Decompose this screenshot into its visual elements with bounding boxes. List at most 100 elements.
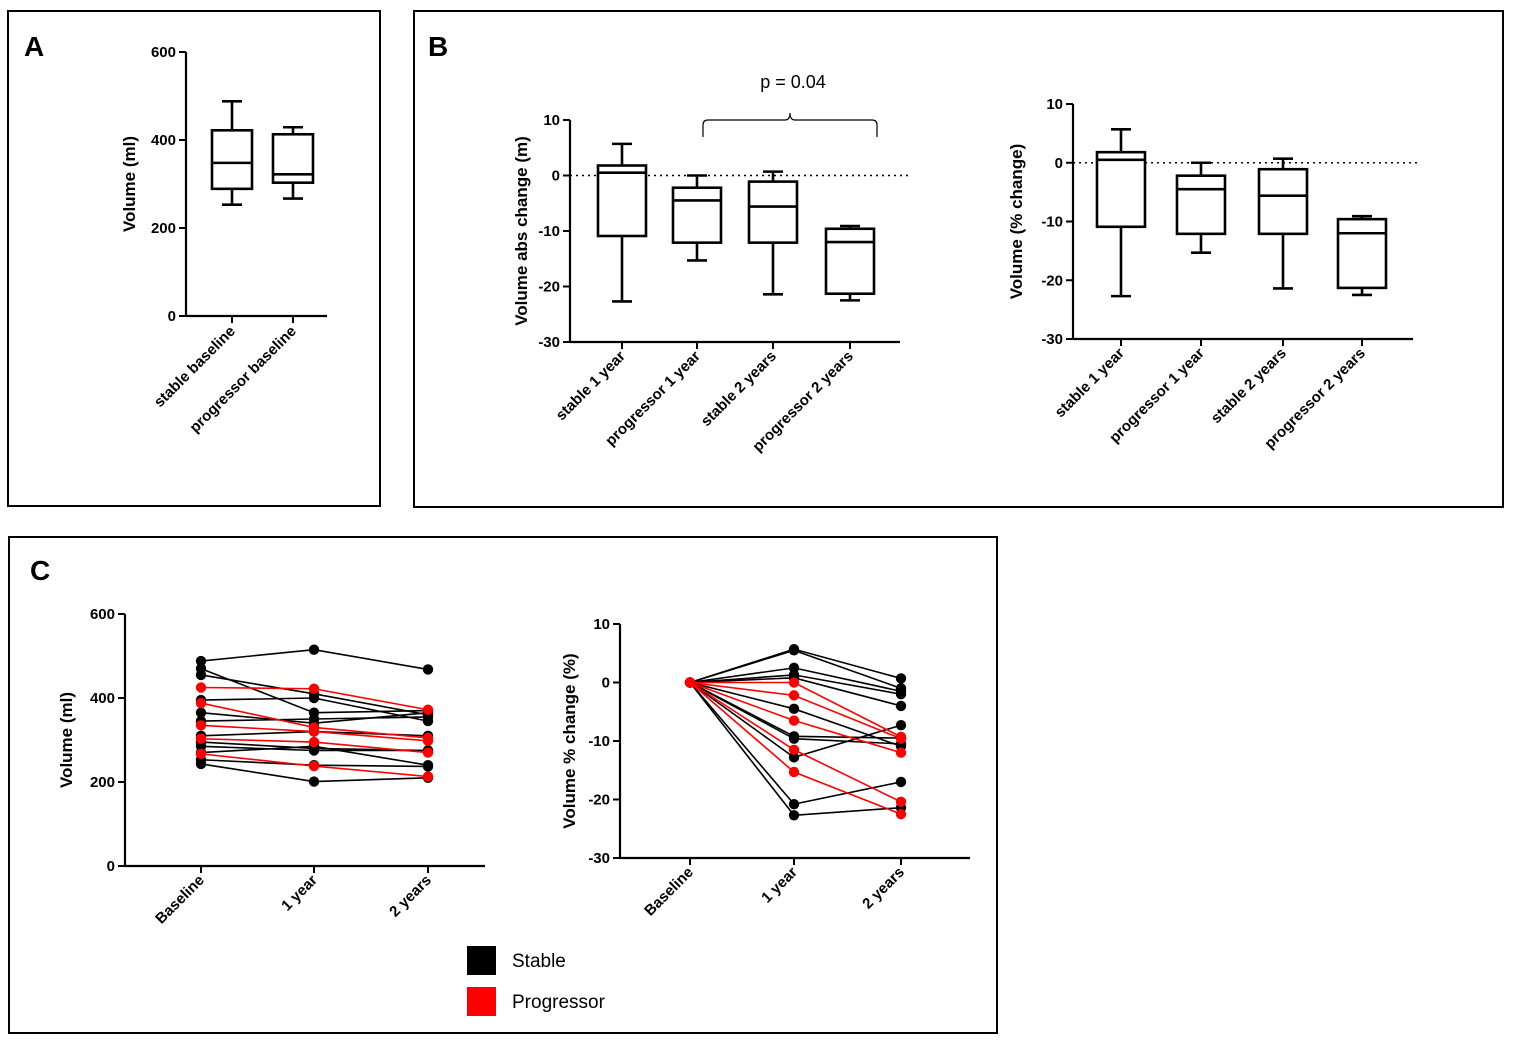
legend-swatch-progressor	[467, 987, 496, 1016]
b1-y-tick-label: 10	[543, 112, 560, 129]
c2-data-point-progressor	[895, 747, 907, 758]
c2-data-point-stable	[788, 703, 800, 715]
c2-x-tick-label: Baseline	[641, 864, 697, 920]
c1-data-point-stable	[308, 776, 320, 787]
b2-box-3	[1257, 157, 1309, 290]
c1-data-point-stable	[422, 711, 434, 723]
panel-c-label: C	[30, 555, 50, 586]
c1-data-point-stable	[195, 655, 207, 667]
b2-x-tick-label: stable 2 years	[1208, 345, 1290, 427]
b2-box-1	[1095, 127, 1147, 298]
b2-y-tick-label: -10	[1041, 214, 1063, 231]
a-y-tick-label: 0	[168, 308, 176, 325]
c2-data-point-stable	[788, 645, 800, 656]
c2-data-point-progressor	[895, 733, 907, 744]
c1-data-point-progressor	[195, 748, 207, 760]
c2-data-point-progressor	[684, 677, 696, 688]
b2-y-tick-label: 0	[1055, 155, 1063, 172]
c1-x-tick-label: Baseline	[152, 872, 208, 928]
c1-y-axis-label: Volume (ml)	[57, 692, 76, 788]
c2-y-tick-label: 10	[593, 616, 610, 633]
b1-box-3	[747, 170, 799, 296]
iqr-box	[747, 180, 799, 244]
c1-data-point-stable	[195, 758, 207, 770]
iqr-box	[1336, 217, 1388, 290]
c2-data-point-progressor	[895, 796, 907, 808]
c1-data-point-progressor	[308, 683, 320, 694]
b1-y-tick-label: -20	[538, 279, 560, 296]
c1-data-point-progressor	[195, 682, 207, 693]
b2-y-tick-label: 10	[1046, 96, 1063, 113]
c1-x-tick-label: 2 years	[386, 872, 435, 921]
iqr-box	[1175, 174, 1227, 236]
b1-y-tick-label: 0	[552, 168, 560, 185]
iqr-box	[210, 129, 254, 191]
c2-data-point-stable	[895, 776, 907, 788]
c1-data-point-progressor	[195, 733, 207, 744]
c1-data-point-progressor	[195, 697, 207, 709]
c1-data-point-stable	[195, 707, 207, 718]
c1-data-point-progressor	[308, 726, 320, 737]
c2-data-point-stable	[788, 733, 800, 744]
b1-x-tick-label: stable 2 years	[698, 348, 780, 430]
c1-data-point-progressor	[422, 704, 434, 715]
c2-data-point-stable	[895, 673, 907, 684]
c2-data-point-stable	[788, 752, 800, 763]
b1-box-1	[596, 142, 648, 303]
c1-data-point-progressor	[195, 720, 207, 731]
c2-data-point-progressor	[788, 715, 800, 726]
c1-data-point-stable	[308, 644, 320, 655]
iqr-box	[671, 186, 723, 244]
legend-label-progressor: Progressor	[512, 992, 606, 1013]
c1-data-point-progressor	[422, 747, 434, 758]
c1-data-point-stable	[308, 692, 320, 704]
c1-data-point-stable	[308, 713, 320, 725]
legend-label-stable: Stable	[512, 951, 566, 972]
iqr-box	[824, 227, 876, 296]
panel-c-frame	[8, 536, 998, 1034]
c2-y-tick-label: -20	[588, 792, 610, 809]
c2-data-point-progressor	[788, 690, 800, 701]
panel-a-label: A	[24, 31, 44, 62]
c2-data-point-stable	[788, 810, 800, 821]
c1-data-point-progressor	[308, 736, 320, 748]
c2-y-tick-label: -30	[588, 850, 610, 867]
b2-y-tick-label: -30	[1041, 331, 1063, 348]
iqr-box	[1257, 167, 1309, 236]
c1-y-tick-label: 400	[90, 690, 115, 707]
panel-b-label: B	[428, 31, 448, 62]
c1-x-tick-label: 1 year	[278, 872, 321, 915]
c1-data-point-progressor	[422, 771, 434, 782]
b2-y-axis-label: Volume (% change)	[1007, 144, 1026, 300]
legend-swatch-stable	[467, 946, 496, 975]
iqr-box	[596, 164, 648, 238]
c1-data-point-stable	[195, 669, 207, 681]
c2-data-point-progressor	[788, 677, 800, 688]
b2-box-2	[1175, 161, 1227, 254]
b1-box-4	[824, 224, 876, 302]
c2-data-point-progressor	[788, 744, 800, 755]
legend: Stable Progressor	[467, 946, 606, 1016]
panel-a-frame	[7, 10, 381, 507]
c1-data-point-progressor	[308, 760, 320, 772]
a-y-tick-label: 200	[151, 220, 176, 237]
c2-y-axis-label: Volume % change (%)	[560, 653, 579, 828]
p-value-label: p = 0.04	[760, 72, 826, 92]
a-y-tick-label: 400	[151, 132, 176, 149]
b2-y-tick-label: -20	[1041, 272, 1063, 289]
c2-y-tick-label: 0	[602, 675, 610, 692]
c2-data-point-stable	[895, 700, 907, 712]
b2-box-4	[1336, 214, 1388, 297]
c2-data-point-progressor	[895, 808, 907, 820]
panel-b-frame	[413, 10, 1504, 508]
c1-y-tick-label: 200	[90, 774, 115, 791]
c2-data-point-stable	[788, 798, 800, 810]
a-x-tick-label: progressor baseline	[186, 323, 299, 436]
c2-data-point-stable	[895, 720, 907, 731]
c2-data-point-progressor	[788, 766, 800, 778]
iqr-box	[1095, 150, 1147, 229]
c2-y-tick-label: -10	[588, 733, 610, 750]
b1-y-axis-label: Volume abs change (m)	[512, 136, 531, 326]
c1-data-point-progressor	[422, 735, 434, 747]
